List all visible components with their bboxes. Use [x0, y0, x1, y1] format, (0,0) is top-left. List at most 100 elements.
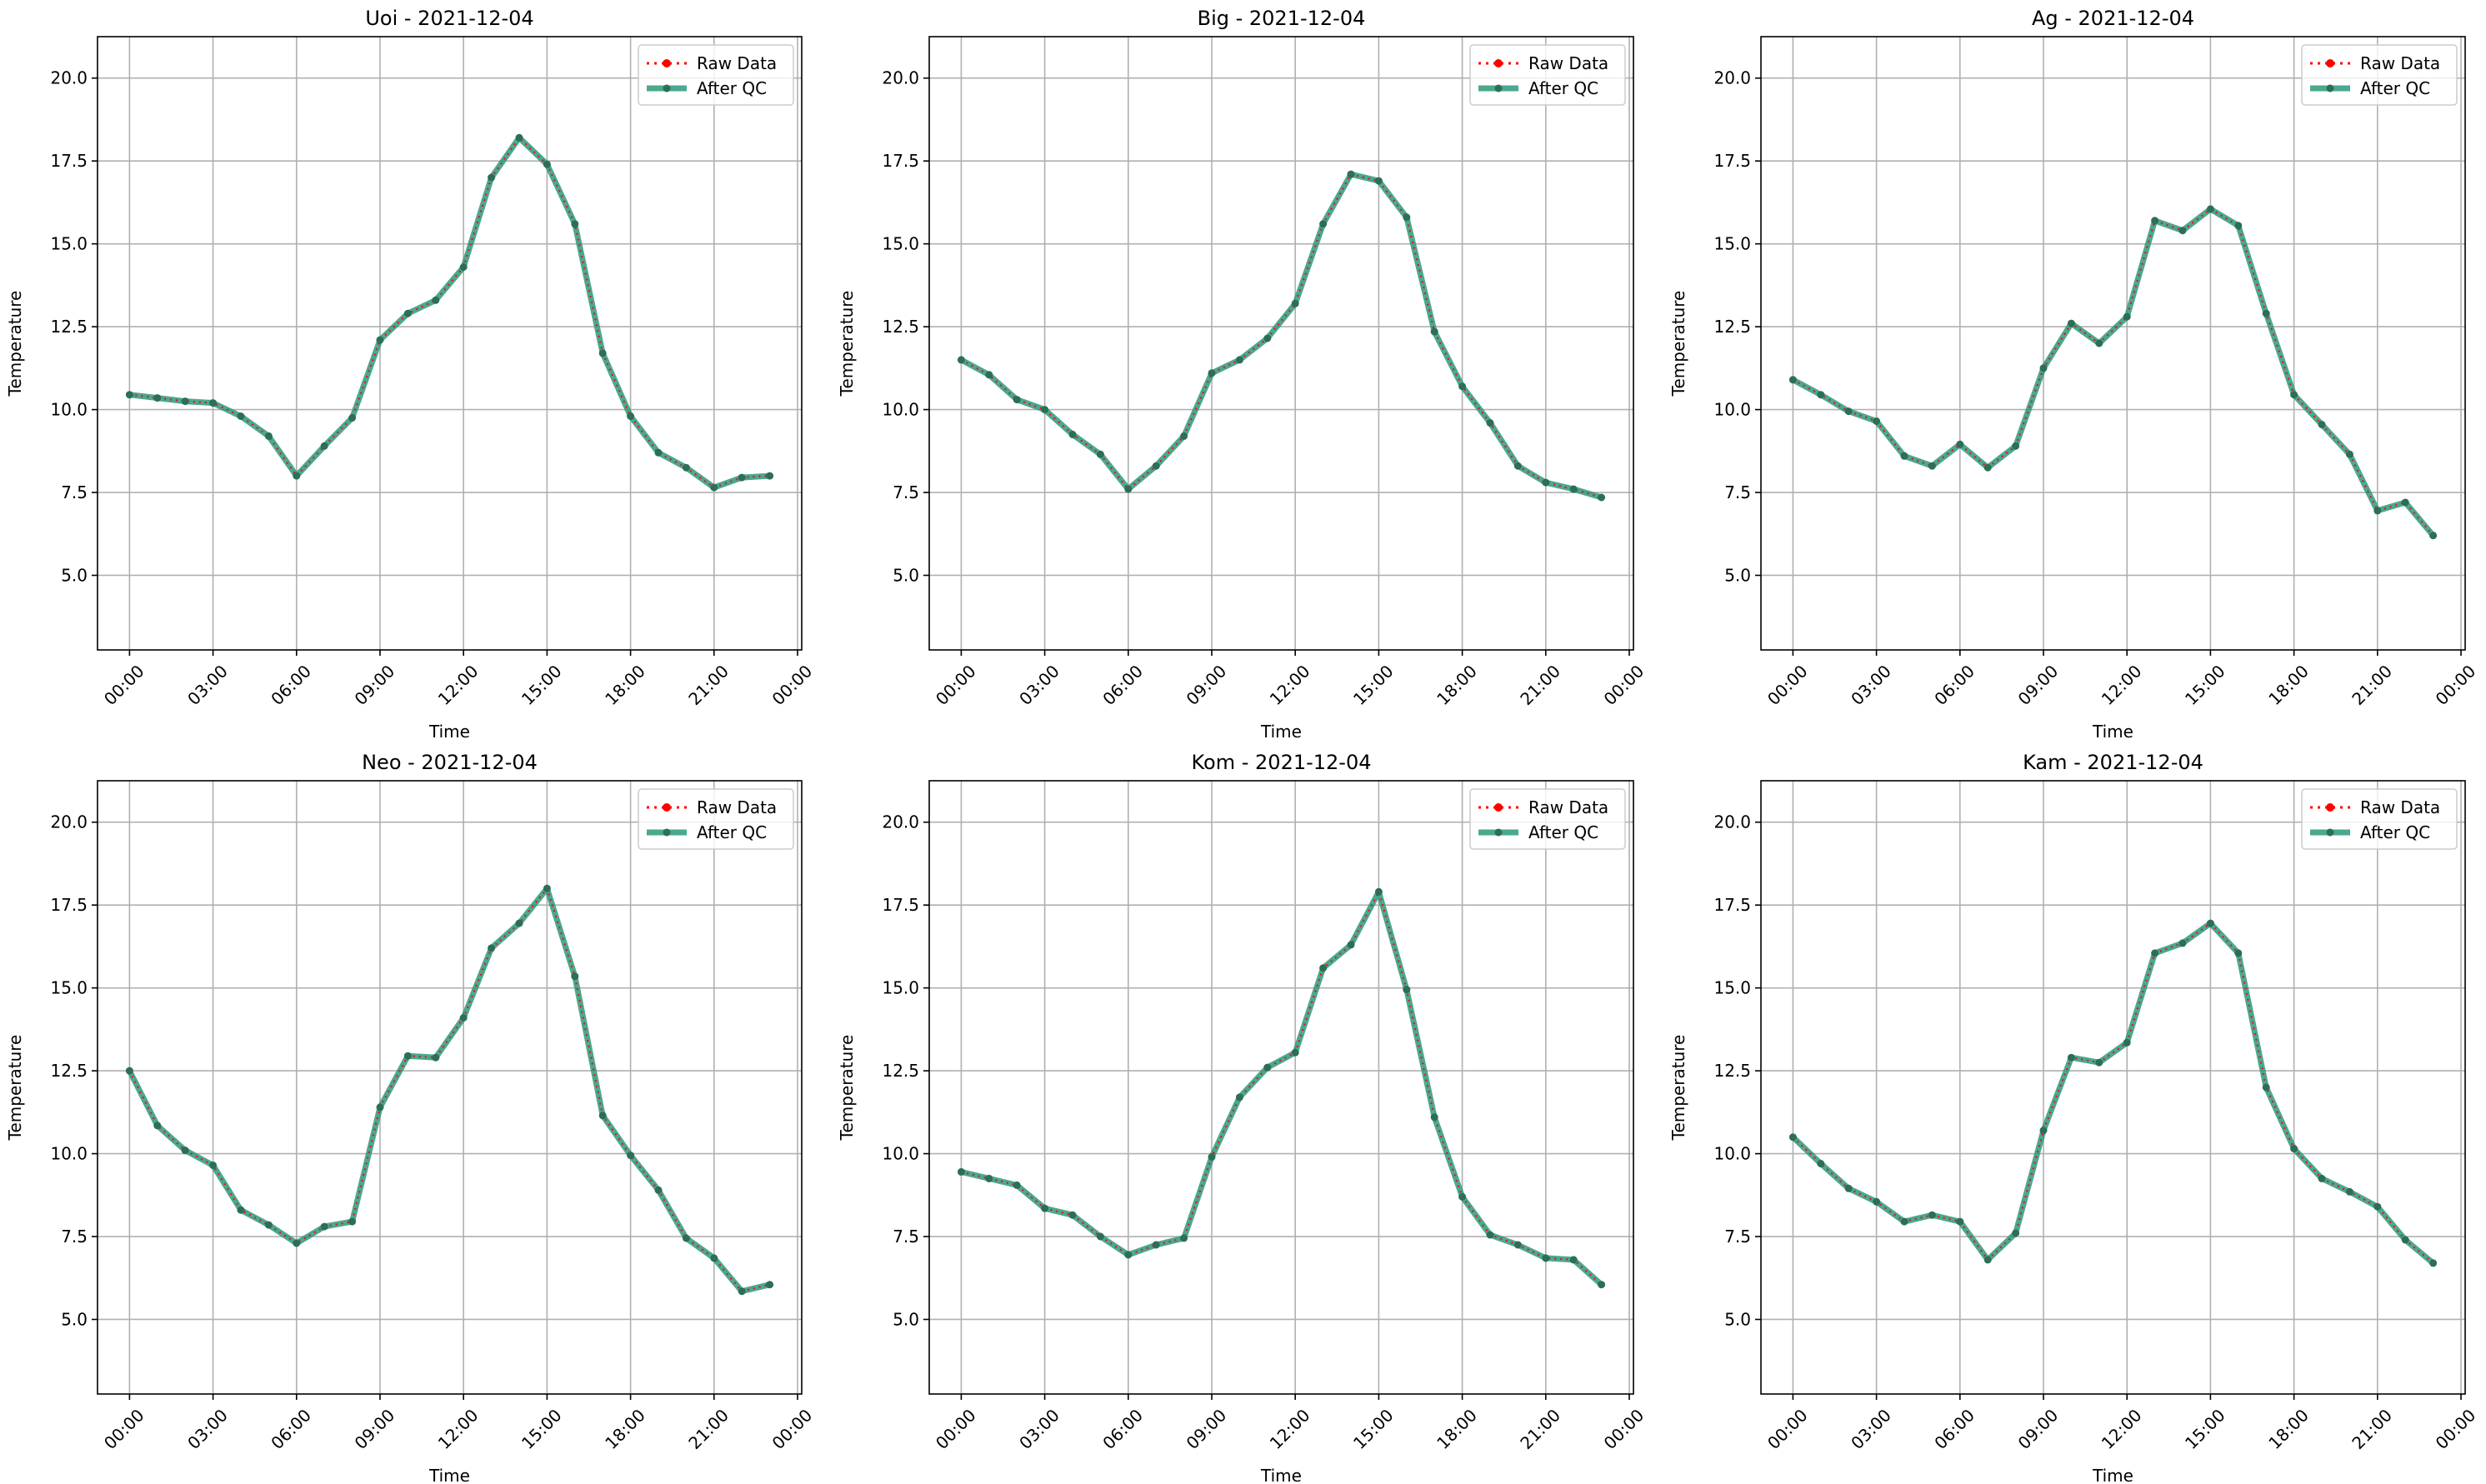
- y-tick-label: 10.0: [50, 400, 88, 420]
- data-point: [1096, 450, 1104, 458]
- data-point: [1844, 1184, 1853, 1192]
- data-point: [2345, 1187, 2353, 1196]
- data-point: [2151, 217, 2159, 225]
- data-point: [348, 1217, 357, 1226]
- y-tick-label: 10.0: [882, 400, 919, 420]
- data-point: [1788, 1133, 1797, 1142]
- data-point: [2039, 1127, 2048, 1135]
- data-point: [1542, 478, 1550, 487]
- x-tick-label: 18:00: [601, 1405, 649, 1453]
- data-point: [1486, 1231, 1494, 1239]
- series-line-raw-data: [128, 887, 770, 1292]
- x-tick-label: 12:00: [434, 661, 483, 709]
- y-tick-label: 15.0: [50, 978, 88, 998]
- y-tick-label: 17.5: [1713, 895, 1751, 915]
- data-point: [1956, 1217, 1964, 1226]
- data-point: [2290, 391, 2298, 399]
- data-point: [1513, 462, 1522, 470]
- y-tick-label: 5.0: [61, 1309, 88, 1329]
- data-point: [403, 1052, 412, 1060]
- data-point: [1263, 334, 1272, 342]
- data-point: [2290, 1145, 2298, 1153]
- data-point: [985, 1174, 993, 1182]
- x-tick-label: 03:00: [183, 661, 232, 709]
- legend-label-raw-data: Raw Data: [1528, 797, 1608, 817]
- data-point: [320, 442, 328, 450]
- y-tick-label: 5.0: [61, 565, 88, 585]
- chart-title: Big - 2021-12-04: [1198, 7, 1366, 30]
- y-tick-label: 5.0: [893, 1309, 919, 1329]
- data-point: [1291, 1048, 1299, 1057]
- y-tick-label: 15.0: [1713, 234, 1751, 254]
- legend: Raw Data After QC: [1469, 788, 1626, 850]
- x-tick-label: 21:00: [1516, 661, 1564, 709]
- data-point: [2095, 1058, 2103, 1067]
- data-point: [2178, 939, 2187, 947]
- data-point: [515, 133, 523, 142]
- x-tick-label: 06:00: [1098, 661, 1147, 709]
- chart-panel-1: 00:00 03:00 06:00 09:00 12:00 15:00 18:00 21:00…: [837, 7, 1648, 742]
- series-line-raw-data: [129, 136, 770, 489]
- x-tick-label: 06:00: [1930, 1405, 1978, 1453]
- data-point: [738, 1287, 746, 1296]
- data-point: [1319, 220, 1328, 228]
- legend-qc-marker: [2326, 828, 2334, 837]
- data-point: [1263, 1063, 1272, 1072]
- data-point: [488, 944, 496, 952]
- data-points: [957, 170, 1606, 502]
- data-point: [1569, 485, 1578, 493]
- data-point: [710, 1254, 718, 1262]
- y-tick-label: 7.5: [893, 482, 919, 502]
- x-tick-label: 00:00: [1763, 1405, 1812, 1453]
- chart-panel-5: 00:00 03:00 06:00 09:00 12:00 15:00 18:00 21:00…: [1668, 751, 2479, 1484]
- x-tick-label: 12:00: [1266, 661, 1314, 709]
- data-point: [1068, 1211, 1077, 1219]
- y-tick-label: 20.0: [50, 812, 88, 832]
- y-tick-label: 17.5: [882, 151, 919, 171]
- grid-lines: [929, 781, 1633, 1394]
- y-tick-label: 20.0: [1713, 68, 1751, 88]
- x-tick-label: 18:00: [601, 661, 649, 709]
- data-point: [627, 1152, 635, 1160]
- data-point: [1041, 406, 1049, 414]
- data-point: [682, 1234, 690, 1242]
- x-tick-label: 06:00: [1930, 661, 1978, 709]
- data-point: [1013, 396, 1021, 404]
- legend-label-after-qc: After QC: [1528, 78, 1598, 98]
- data-point: [1956, 440, 1964, 448]
- data-point: [1928, 462, 1936, 470]
- y-axis-label: Temperature: [5, 291, 25, 397]
- data-point: [1152, 1241, 1160, 1249]
- y-axis-label: Temperature: [5, 1035, 25, 1142]
- y-tick-label: 15.0: [1713, 978, 1751, 998]
- x-tick-label: 03:00: [183, 1405, 232, 1453]
- data-point: [957, 356, 965, 364]
- data-point: [432, 1053, 440, 1062]
- grid-lines: [1761, 781, 2465, 1394]
- data-point: [376, 336, 384, 344]
- data-point: [1900, 1217, 1908, 1226]
- y-tick-label: 5.0: [893, 565, 919, 585]
- x-tick-label: 15:00: [518, 1405, 566, 1453]
- x-tick-label: 09:00: [351, 1405, 399, 1453]
- data-point: [1068, 430, 1077, 438]
- data-point: [1983, 463, 1992, 472]
- data-point: [2178, 227, 2187, 235]
- y-tick-label: 7.5: [61, 482, 88, 502]
- data-point: [654, 448, 663, 457]
- data-point: [1291, 299, 1299, 307]
- x-tick-label: 00:00: [100, 661, 148, 709]
- y-tick-label: 12.5: [882, 317, 919, 337]
- data-point: [432, 296, 440, 304]
- x-tick-label: 09:00: [2014, 661, 2063, 709]
- data-point: [209, 399, 218, 407]
- data-point: [1513, 1241, 1522, 1249]
- data-point: [571, 972, 579, 981]
- legend-raw-marker: [663, 803, 671, 812]
- x-tick-label: 03:00: [1847, 661, 1895, 709]
- y-axis-label: Temperature: [837, 291, 857, 397]
- y-axis-label: Temperature: [1668, 291, 1688, 397]
- data-point: [1458, 382, 1467, 391]
- data-point: [1900, 452, 1908, 460]
- x-tick-label: 12:00: [2098, 1405, 2146, 1453]
